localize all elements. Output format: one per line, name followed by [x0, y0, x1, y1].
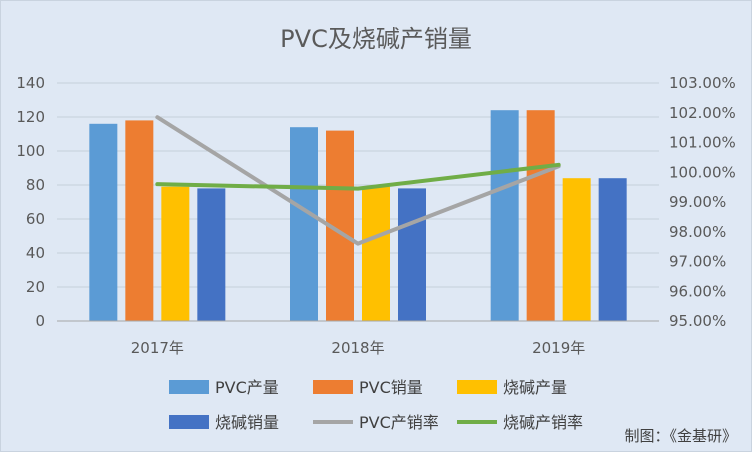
y-right-tick-label: 98.00%	[669, 223, 726, 241]
x-tick-label: 2018年	[331, 339, 384, 357]
y-left-tick-label: 40	[26, 244, 45, 262]
line-layer	[155, 115, 561, 246]
bar	[89, 123, 118, 321]
y-left-tick-label: 60	[26, 210, 45, 228]
legend-swatch	[169, 415, 209, 429]
y-right-tick-label: 101.00%	[669, 134, 736, 152]
y-left-tick-label: 80	[26, 176, 45, 194]
y-right-tick-label: 97.00%	[669, 253, 726, 271]
x-tick-label: 2017年	[131, 339, 184, 357]
bar	[490, 110, 519, 321]
bar-layer	[89, 110, 627, 322]
bar	[562, 178, 591, 321]
x-tick-label: 2019年	[532, 339, 585, 357]
series-line	[155, 162, 561, 191]
y-right-tick-label: 103.00%	[669, 74, 736, 92]
bar	[290, 127, 318, 321]
legend-swatch	[457, 380, 497, 394]
legend-label: 烧碱产销率	[503, 413, 583, 432]
bar	[161, 186, 190, 321]
y-left-tick-label: 0	[35, 312, 45, 330]
legend-label: PVC产量	[215, 378, 279, 397]
bar	[197, 188, 226, 321]
chart-title: PVC及烧碱产销量	[280, 25, 472, 53]
bar	[598, 178, 627, 321]
bar	[526, 110, 555, 321]
bar	[125, 120, 154, 322]
y-right-tick-label: 96.00%	[669, 282, 726, 300]
y-left-tick-label: 20	[26, 278, 45, 296]
legend-label: PVC产销率	[359, 413, 439, 432]
legend-label: PVC销量	[359, 378, 423, 397]
legend-label: 烧碱销量	[215, 413, 279, 432]
y-left-tick-label: 100	[16, 142, 45, 160]
y-left-tick-label: 120	[16, 108, 45, 126]
legend-swatch	[169, 380, 209, 394]
axis-layer: 0 20 40 60 80 100 120 140 95.00% 96.00% 97.00% 98.0…	[16, 74, 735, 357]
bar	[398, 188, 426, 321]
legend-label: 烧碱产量	[503, 378, 567, 397]
chart-credit: 制图：《金基研》	[624, 427, 737, 445]
y-right-tick-label: 99.00%	[669, 193, 726, 211]
series-line	[155, 115, 561, 246]
y-right-tick-label: 100.00%	[669, 163, 736, 181]
bar	[362, 186, 390, 321]
legend-swatch	[313, 380, 353, 394]
y-right-tick-label: 102.00%	[669, 104, 736, 122]
y-right-tick-label: 95.00%	[669, 312, 726, 330]
y-left-tick-label: 140	[16, 74, 45, 92]
